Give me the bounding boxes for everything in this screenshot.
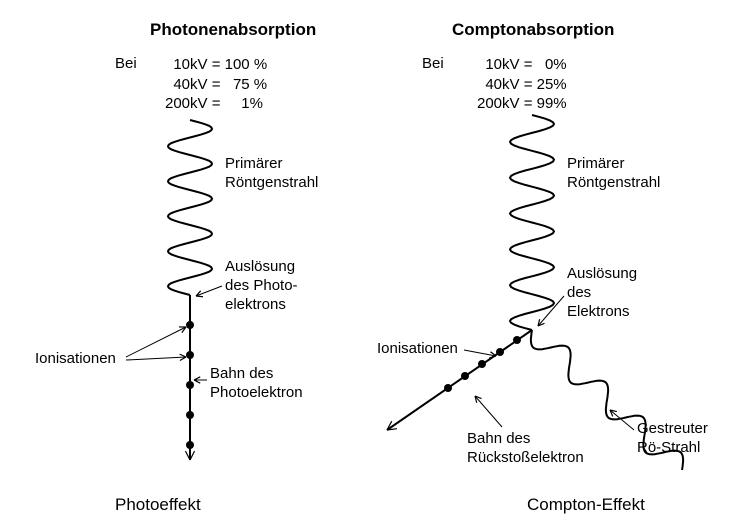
right-diagram — [372, 0, 745, 529]
left-diagram — [0, 0, 372, 529]
compton-panel: Comptonabsorption Bei 10kV = 0% 40kV = 2… — [372, 0, 745, 529]
photoeffect-panel: Photonenabsorption Bei 10kV = 100 % 40kV… — [0, 0, 372, 529]
